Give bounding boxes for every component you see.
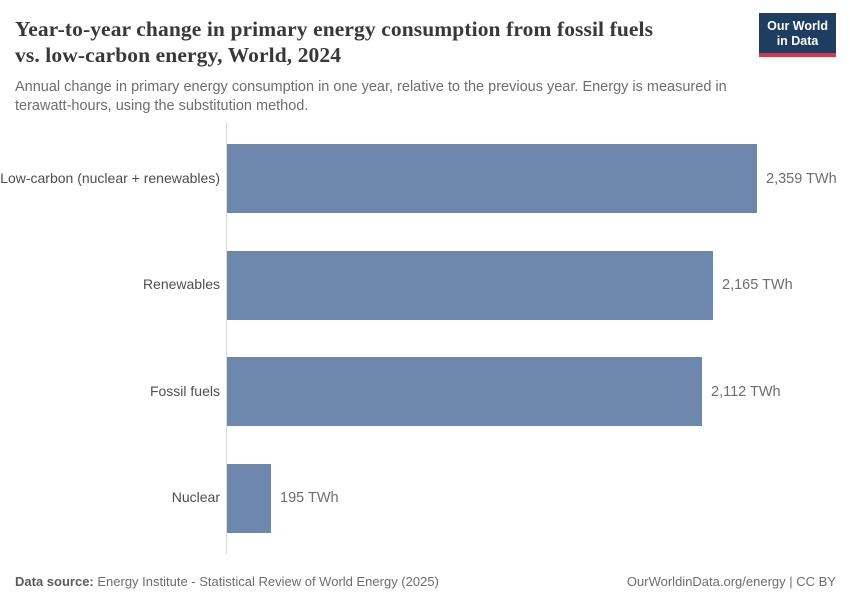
data-source-text: Energy Institute - Statistical Review of… xyxy=(93,574,439,589)
chart-header: Year-to-year change in primary energy co… xyxy=(15,13,836,116)
category-label: Low-carbon (nuclear + renewables) xyxy=(0,169,220,186)
value-label: 195 TWh xyxy=(280,490,339,506)
owid-logo-line-1: Our World xyxy=(767,19,828,33)
data-source-label: Data source: xyxy=(15,574,94,589)
bar-row: Fossil fuels 2,112 TWh xyxy=(0,357,850,426)
owid-logo: Our World in Data xyxy=(759,13,836,57)
y-axis-line xyxy=(226,122,227,554)
bar[interactable] xyxy=(227,463,271,533)
chart-subtitle-line-2: terawatt-hours, using the substitution m… xyxy=(15,98,309,115)
footer-separator: | xyxy=(785,574,797,589)
chart-footer: Data source: Energy Institute - Statisti… xyxy=(15,574,836,589)
value-label: 2,359 TWh xyxy=(766,170,837,187)
bar[interactable] xyxy=(227,357,702,426)
chart-subtitle: Annual change in primary energy consumpt… xyxy=(15,78,765,116)
category-label: Renewables xyxy=(142,276,220,293)
chart-title: Year-to-year change in primary energy co… xyxy=(15,16,755,68)
value-label: 2,165 TWh xyxy=(722,277,793,293)
bar-row: Renewables 2,165 TWh xyxy=(0,250,850,320)
chart-title-line-1: Year-to-year change in primary energy co… xyxy=(15,17,654,41)
category-label: Fossil fuels xyxy=(149,382,220,399)
data-source: Data source: Energy Institute - Statisti… xyxy=(15,574,439,589)
bar-row: Low-carbon (nuclear + renewables) 2,359 … xyxy=(0,144,850,213)
chart-title-line-2: vs. low-carbon energy, World, 2024 xyxy=(15,43,342,68)
chart-subtitle-line-1: Annual change in primary energy consumpt… xyxy=(15,79,727,96)
owid-logo-line-2: in Data xyxy=(776,33,819,48)
chart-rows: Low-carbon (nuclear + renewables) 2,359 … xyxy=(0,144,850,570)
footer-url-link[interactable]: OurWorldinData.org/energy xyxy=(626,574,786,589)
footer-license: CC BY xyxy=(796,574,836,589)
bar[interactable] xyxy=(227,144,757,213)
bar[interactable] xyxy=(227,250,713,320)
value-label: 2,112 TWh xyxy=(711,383,781,400)
bar-row: Nuclear 195 TWh xyxy=(0,463,850,533)
category-label: Nuclear xyxy=(171,489,220,506)
footer-attribution: OurWorldinData.org/energy | CC BY xyxy=(627,574,836,589)
